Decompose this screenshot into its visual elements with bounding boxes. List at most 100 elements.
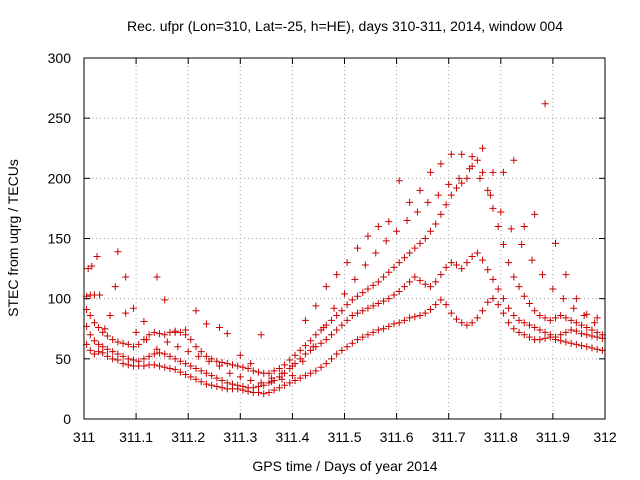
- data-point: [166, 364, 174, 372]
- data-point: [359, 289, 367, 297]
- data-point: [88, 262, 96, 270]
- data-point: [299, 357, 307, 365]
- data-point: [505, 259, 513, 267]
- data-point: [593, 345, 601, 353]
- data-point: [434, 191, 442, 199]
- data-point: [129, 343, 137, 351]
- y-tick-label: 0: [63, 411, 71, 427]
- data-point: [489, 275, 497, 283]
- data-points: [83, 100, 606, 398]
- data-point: [103, 352, 111, 360]
- data-point: [129, 304, 137, 312]
- data-point: [395, 319, 403, 327]
- data-point: [510, 325, 518, 333]
- data-point: [385, 322, 393, 330]
- data-point: [291, 351, 299, 359]
- data-point: [567, 339, 575, 347]
- data-point: [390, 263, 398, 271]
- data-point: [174, 343, 182, 351]
- data-point: [208, 372, 216, 380]
- data-point: [327, 316, 335, 324]
- data-point: [557, 337, 565, 345]
- data-point: [257, 379, 265, 387]
- plot-frame: [83, 57, 606, 420]
- data-point: [400, 283, 408, 291]
- data-point: [140, 355, 148, 363]
- data-point: [150, 328, 158, 336]
- data-point: [442, 201, 450, 209]
- data-point: [458, 319, 466, 327]
- x-tick-label: 311.8: [484, 429, 518, 445]
- data-point: [255, 368, 263, 376]
- y-tick-label: 250: [48, 110, 72, 126]
- data-point: [239, 363, 247, 371]
- data-point: [244, 364, 252, 372]
- data-point: [421, 280, 429, 288]
- data-point: [270, 386, 278, 394]
- data-point: [307, 346, 315, 354]
- data-point: [364, 304, 372, 312]
- data-point: [479, 307, 487, 315]
- data-point: [499, 241, 507, 249]
- data-point: [562, 328, 570, 336]
- data-point: [281, 361, 289, 369]
- data-point: [442, 263, 450, 271]
- y-tick-label: 50: [55, 351, 71, 367]
- grid-lines: [84, 58, 605, 419]
- x-tick-label: 311.6: [380, 429, 414, 445]
- data-point: [156, 362, 164, 370]
- data-point: [536, 326, 544, 334]
- data-point: [278, 375, 286, 383]
- data-point: [109, 355, 117, 363]
- data-point: [432, 301, 440, 309]
- data-point: [348, 296, 356, 304]
- data-point: [559, 295, 567, 303]
- data-point: [270, 367, 278, 375]
- data-point: [247, 376, 255, 384]
- data-point: [124, 340, 132, 348]
- data-point: [447, 191, 455, 199]
- data-point: [515, 328, 523, 336]
- data-point: [257, 331, 265, 339]
- data-point: [395, 259, 403, 267]
- data-point: [562, 271, 570, 279]
- data-point: [541, 314, 549, 322]
- data-point: [567, 326, 575, 334]
- data-point: [119, 339, 127, 347]
- data-point: [484, 266, 492, 274]
- data-point: [286, 379, 294, 387]
- x-tick-label: 311.2: [171, 429, 205, 445]
- data-point: [546, 331, 554, 339]
- data-point: [432, 278, 440, 286]
- data-point: [382, 237, 390, 245]
- data-point: [129, 356, 137, 364]
- data-point: [192, 375, 200, 383]
- data-point: [541, 328, 549, 336]
- data-point: [400, 254, 408, 262]
- x-tick-label: 311.7: [432, 429, 466, 445]
- data-point: [215, 324, 223, 332]
- x-tick-label: 311.9: [536, 429, 570, 445]
- data-point: [494, 301, 502, 309]
- data-point: [463, 321, 471, 329]
- data-point: [364, 331, 372, 339]
- data-point: [278, 369, 286, 377]
- data-point: [156, 330, 164, 338]
- y-axis-label: STEC from uqrg / TECUs: [5, 159, 21, 317]
- data-point: [171, 366, 179, 374]
- data-point: [182, 326, 190, 334]
- data-point: [213, 383, 221, 391]
- data-point: [411, 313, 419, 321]
- data-point: [557, 312, 565, 320]
- data-point: [552, 333, 560, 341]
- data-point: [111, 283, 119, 291]
- data-point: [265, 389, 273, 397]
- x-tick-label: 312: [593, 429, 617, 445]
- data-point: [236, 351, 244, 359]
- data-point: [505, 319, 513, 327]
- data-point: [525, 299, 533, 307]
- data-point: [453, 261, 461, 269]
- data-point: [135, 340, 143, 348]
- data-point: [145, 331, 153, 339]
